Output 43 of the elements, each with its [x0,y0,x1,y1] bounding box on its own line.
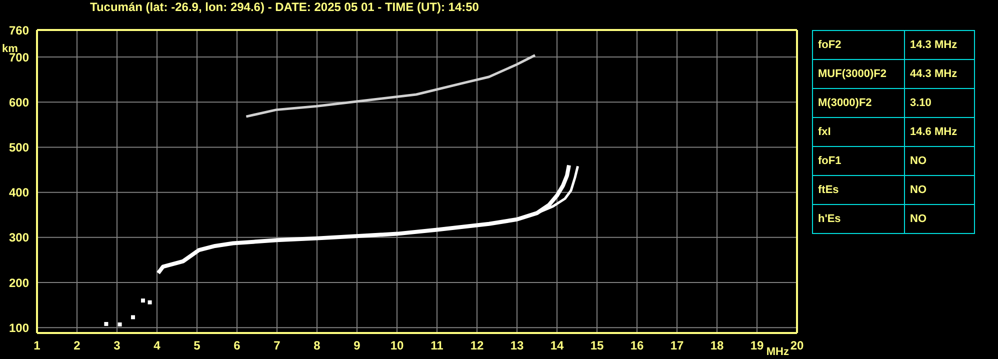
text: NO [904,146,974,176]
x-tick-label: 2 [74,338,81,353]
x-tick-label: 9 [354,338,361,353]
x-axis-title: MHz [766,346,790,358]
y-tick-label: 300 [8,230,30,245]
text: M(3000)F2 [812,88,904,118]
text: foF2 [812,30,904,60]
text: foF1 [812,146,904,176]
x-tick-label: 17 [670,338,684,353]
text: MUF(3000)F2 [812,60,904,88]
x-tick-label: 11 [430,338,444,353]
x-tick-label: 6 [234,338,241,353]
text: 14.6 MHz [904,118,974,146]
x-tick-label: 5 [194,338,201,353]
y-tick-label: 200 [8,276,30,290]
x-tick-label: 3 [114,338,121,353]
text: NO [904,204,974,234]
text: fxI [812,118,904,146]
x-tick-label: 7 [274,338,281,353]
x-tick-label: 1 [34,338,41,353]
text: ftEs [812,176,904,204]
x-tick-label: 19 [750,338,764,353]
text: h'Es [812,204,904,234]
text: 3.10 [904,88,974,118]
y-tick-label: 100 [8,320,30,335]
x-tick-label: 10 [390,338,404,353]
text: 14.3 MHz [904,30,974,60]
x-tick-label: 8 [314,338,321,353]
x-tick-label: 4 [154,338,161,353]
y-tick-label: 760 [8,23,30,38]
y-tick-label: 600 [8,95,30,110]
x-tick-label: 14 [550,338,564,353]
x-tick-label: 12 [470,338,484,353]
x-tick-label: 18 [710,338,724,353]
y-tick-label: 400 [8,186,30,200]
x-tick-label: 16 [630,338,644,353]
x-tick-label: 15 [590,338,604,353]
chart-title: Tucumán (lat: -26.9, lon: 294.6) - DATE: 2025 05 01 - TIME (UT): 14:50 [90,0,479,14]
x-tick-label: 20 [790,338,804,353]
text: 44.3 MHz [904,60,974,88]
x-tick-label: 13 [510,338,524,353]
text: NO [904,176,974,204]
y-tick-label: 500 [8,140,30,154]
